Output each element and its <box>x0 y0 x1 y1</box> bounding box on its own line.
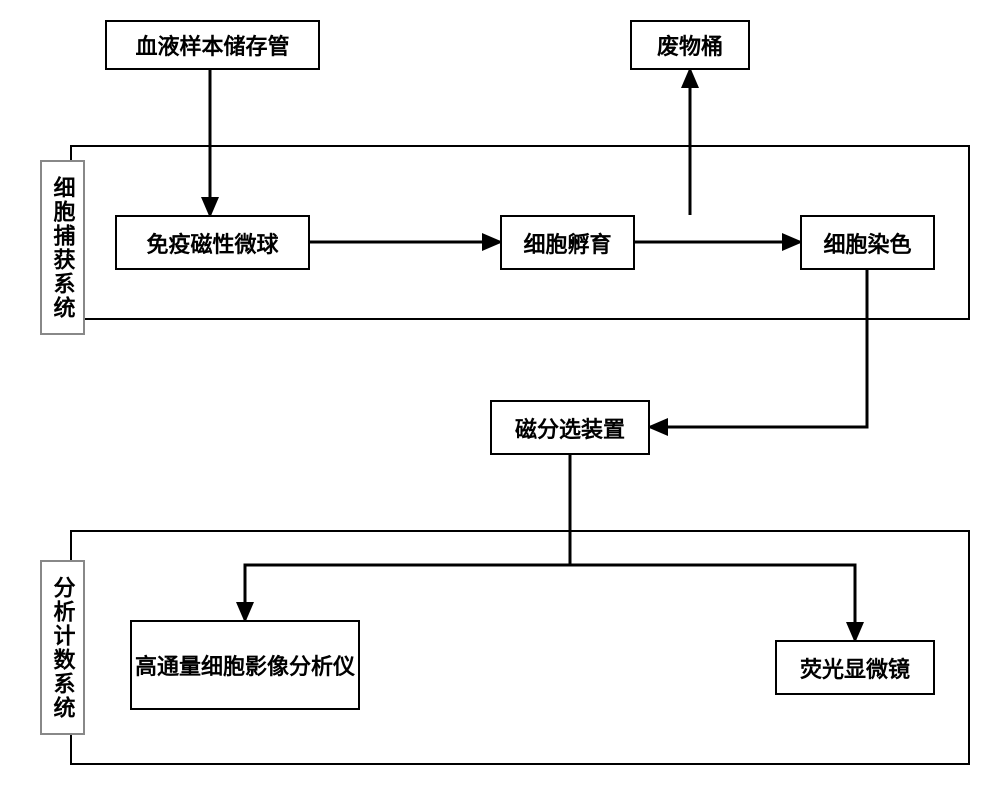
region-label-analysis-system: 分析计数系统 <box>40 560 85 735</box>
node-label: 高通量细胞影像分析仪 <box>135 649 355 681</box>
node-blood-sample-tube: 血液样本储存管 <box>105 20 320 70</box>
node-immuno-magnetic-beads: 免疫磁性微球 <box>115 215 310 270</box>
node-label: 血液样本储存管 <box>135 29 289 61</box>
node-fluorescence-microscope: 荧光显微镜 <box>775 640 935 695</box>
node-label: 免疫磁性微球 <box>146 227 278 259</box>
flowchart-canvas: 细胞捕获系统 分析计数系统 血液样本储存管 废物桶 免疫磁性微球 细胞孵育 细胞… <box>0 0 1000 809</box>
node-label: 磁分选装置 <box>515 412 625 444</box>
region-label-text: 细胞捕获系统 <box>47 176 79 320</box>
node-magnetic-sorter: 磁分选装置 <box>490 400 650 455</box>
node-image-analyzer: 高通量细胞影像分析仪 <box>130 620 360 710</box>
region-label-text: 分析计数系统 <box>47 576 79 720</box>
region-label-capture-system: 细胞捕获系统 <box>40 160 85 335</box>
node-waste-bin: 废物桶 <box>630 20 750 70</box>
node-label: 细胞孵育 <box>523 227 611 259</box>
node-cell-incubation: 细胞孵育 <box>500 215 635 270</box>
node-label: 荧光显微镜 <box>800 652 910 684</box>
node-label: 细胞染色 <box>823 227 911 259</box>
node-cell-staining: 细胞染色 <box>800 215 935 270</box>
node-label: 废物桶 <box>657 29 723 61</box>
